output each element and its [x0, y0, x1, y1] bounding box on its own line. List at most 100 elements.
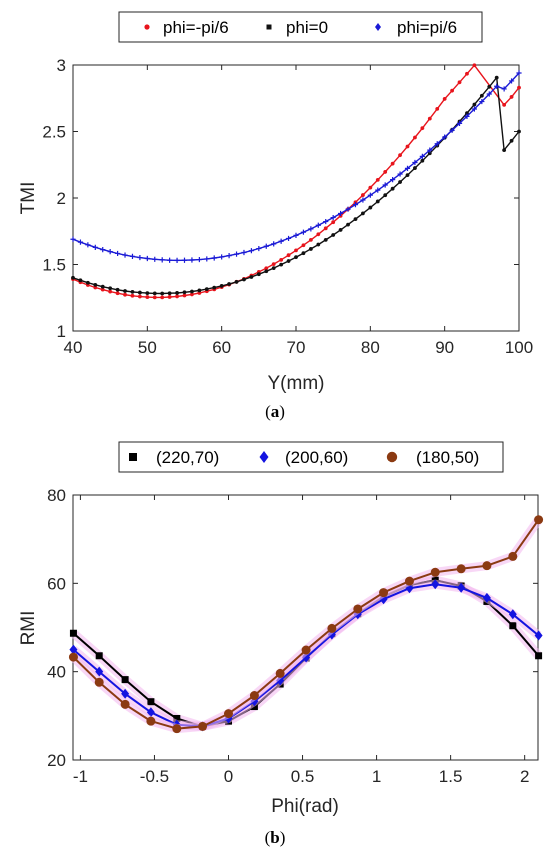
- data-point-a-0: [182, 293, 187, 298]
- data-point-a-2: [271, 241, 277, 247]
- data-point-a-1: [420, 158, 425, 163]
- data-point-a-1: [71, 275, 75, 280]
- data-point-a-2: [181, 257, 188, 263]
- data-point-a-2: [122, 252, 128, 258]
- data-point-a-0: [323, 226, 328, 231]
- data-point-b-0: [509, 622, 517, 630]
- data-point-a-2: [494, 83, 500, 89]
- data-point-a-2: [174, 257, 180, 263]
- data-point-a-2: [404, 165, 411, 171]
- data-point-a-1: [487, 84, 492, 89]
- y-ticks-b: 20 40 60 80: [47, 486, 538, 770]
- y-tick-label: 2: [57, 189, 66, 208]
- data-point-a-0: [138, 294, 142, 299]
- data-point-b-0: [69, 629, 77, 637]
- data-point-b-2: [327, 623, 337, 633]
- data-point-a-1: [227, 282, 232, 286]
- data-point-a-1: [175, 291, 179, 295]
- data-point-a-2: [189, 257, 195, 263]
- data-point-a-2: [367, 192, 373, 198]
- data-point-b-0: [121, 676, 129, 684]
- y-tick-label: 60: [47, 574, 66, 593]
- y-axis-label-a: TMI: [18, 182, 39, 215]
- data-point-a-2: [412, 159, 418, 166]
- data-point-b-2: [249, 691, 259, 701]
- data-point-b-1: [69, 644, 78, 655]
- data-point-a-0: [301, 243, 306, 248]
- data-point-a-2: [464, 113, 470, 119]
- data-point-a-0: [442, 97, 447, 101]
- data-point-a-2: [427, 147, 433, 153]
- data-point-a-2: [352, 202, 359, 208]
- y-tick-label: 80: [47, 486, 66, 505]
- data-point-a-2: [434, 141, 440, 147]
- data-point-a-1: [465, 111, 469, 116]
- data-point-a-0: [361, 193, 365, 197]
- data-point-a-2: [345, 206, 351, 212]
- data-point-a-1: [494, 75, 499, 80]
- data-point-a-0: [375, 178, 380, 182]
- data-point-a-2: [449, 127, 455, 133]
- legend-b-marker-1: [259, 451, 269, 463]
- data-point-a-0: [398, 153, 402, 158]
- data-point-b-2: [172, 724, 182, 734]
- data-point-b-1: [508, 609, 517, 620]
- data-point-a-2: [300, 229, 307, 235]
- plot-area-a: [72, 64, 520, 332]
- legend-a: phi=-pi/6 phi=0 phi=pi/6: [118, 11, 483, 43]
- data-point-b-2: [68, 652, 78, 662]
- data-point-a-1: [472, 102, 477, 107]
- data-point-a-2: [144, 255, 150, 262]
- data-point-a-2: [85, 242, 91, 248]
- legend-b-marker-0: [129, 453, 137, 461]
- legend-a-marker-2: [375, 23, 381, 31]
- data-point-a-1: [130, 289, 135, 294]
- data-point-a-0: [435, 106, 440, 111]
- data-point-b-2: [379, 588, 389, 598]
- data-point-a-1: [509, 138, 514, 143]
- data-point-a-0: [390, 161, 395, 166]
- data-point-a-1: [190, 289, 194, 294]
- data-point-a-1: [383, 193, 388, 198]
- data-point-a-0: [145, 295, 150, 299]
- data-point-a-2: [360, 197, 366, 203]
- data-point-a-2: [308, 226, 314, 232]
- data-point-a-2: [204, 256, 210, 262]
- data-point-a-1: [338, 228, 343, 232]
- data-point-a-2: [516, 70, 522, 76]
- data-point-a-0: [465, 71, 469, 76]
- data-point-a-2: [278, 238, 284, 244]
- data-point-b-2: [534, 515, 544, 525]
- data-point-a-1: [279, 262, 284, 267]
- data-point-b-2: [275, 668, 285, 678]
- data-point-a-2: [77, 239, 84, 245]
- data-point-a-2: [263, 243, 269, 249]
- data-point-a-1: [212, 285, 217, 290]
- data-point-a-2: [115, 250, 121, 257]
- data-point-a-2: [137, 254, 143, 261]
- data-point-a-1: [123, 289, 127, 293]
- data-point-a-2: [100, 247, 106, 253]
- data-point-a-0: [316, 232, 321, 237]
- data-point-b-0: [173, 714, 181, 722]
- data-point-b-1: [431, 579, 440, 590]
- data-point-a-0: [383, 170, 388, 174]
- x-tick-label: 100: [505, 338, 533, 357]
- data-point-a-1: [271, 266, 276, 270]
- legend-a-label-2: phi=pi/6: [397, 18, 457, 37]
- data-point-a-0: [517, 85, 521, 90]
- data-point-a-2: [70, 236, 76, 242]
- legend-a-box: [118, 11, 483, 43]
- data-point-b-2: [301, 645, 311, 655]
- data-point-a-1: [167, 291, 172, 296]
- data-point-a-2: [508, 78, 515, 84]
- data-point-a-2: [92, 244, 98, 250]
- data-point-b-2: [456, 564, 466, 574]
- data-point-a-2: [285, 235, 292, 242]
- data-point-a-1: [353, 217, 358, 222]
- data-point-a-0: [190, 292, 194, 297]
- data-point-a-1: [316, 242, 321, 247]
- data-point-b-0: [147, 698, 155, 706]
- y-tick-label: 1.5: [42, 256, 66, 275]
